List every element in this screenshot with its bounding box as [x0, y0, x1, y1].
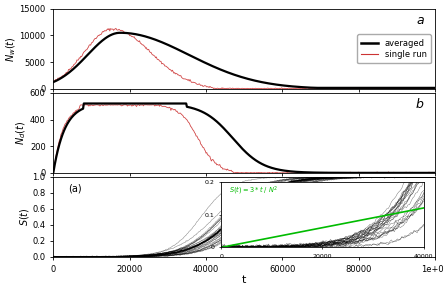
Legend: averaged, single run: averaged, single run [357, 34, 431, 63]
Text: b: b [416, 98, 424, 111]
Text: c: c [417, 179, 424, 192]
Y-axis label: $N_w(t)$: $N_w(t)$ [4, 36, 18, 62]
Y-axis label: $N_d(t)$: $N_d(t)$ [15, 121, 28, 145]
Text: (a): (a) [68, 183, 82, 193]
X-axis label: t: t [242, 275, 246, 285]
Text: a: a [416, 13, 424, 27]
Y-axis label: $S(t)$: $S(t)$ [18, 208, 31, 226]
